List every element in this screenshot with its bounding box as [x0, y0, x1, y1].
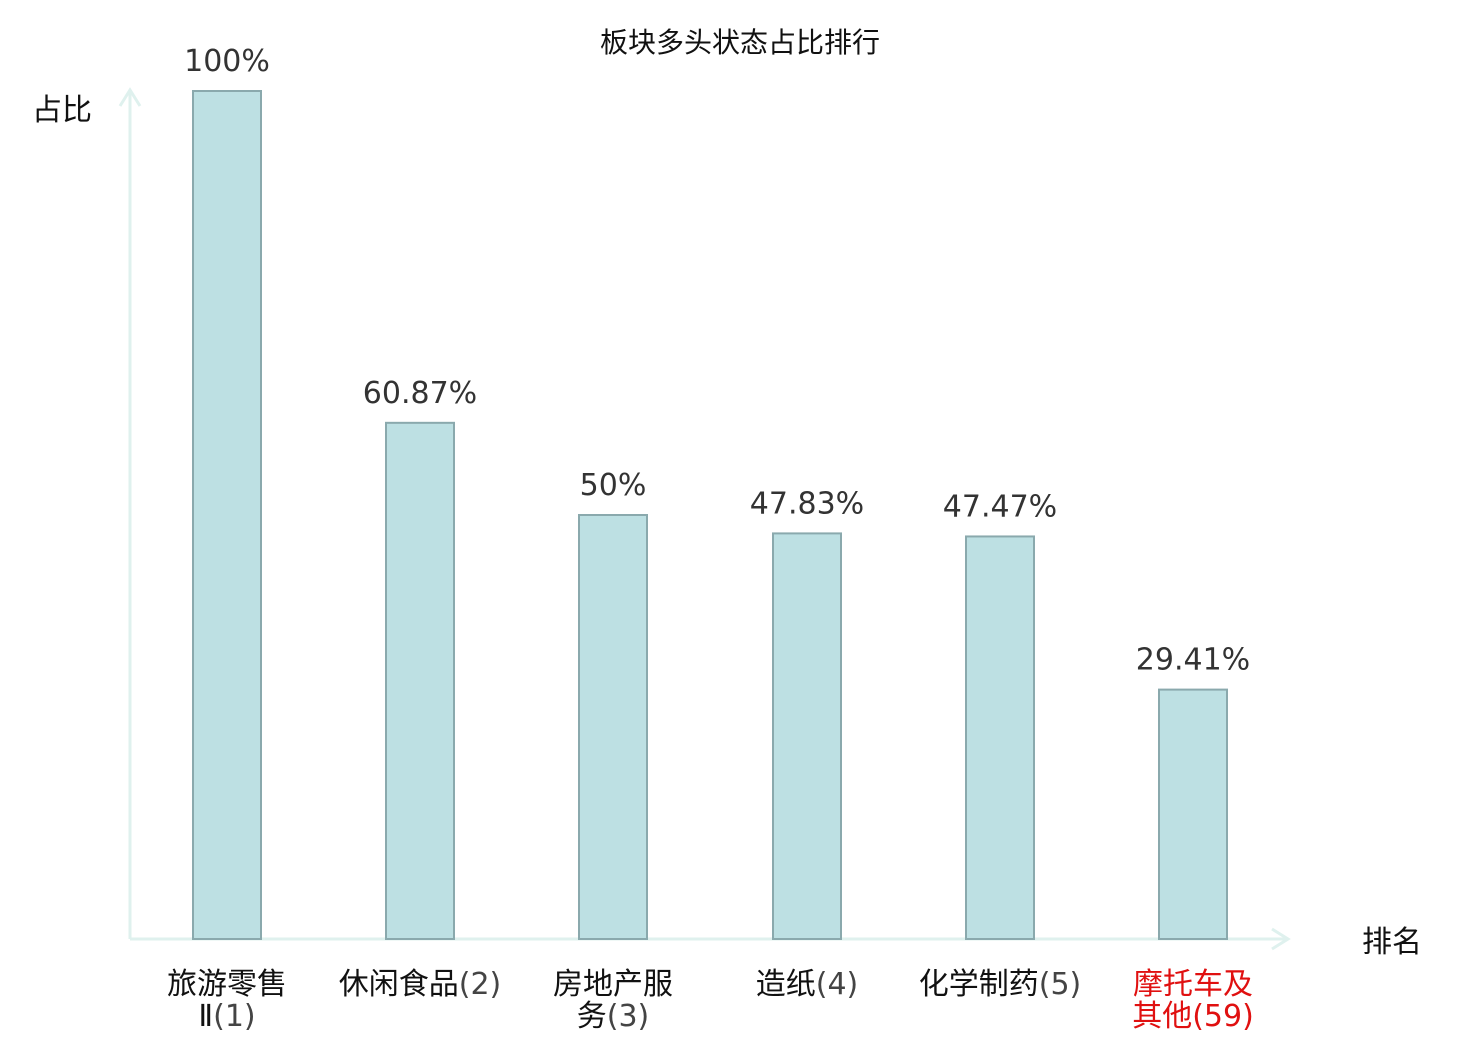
data-label: 47.83%: [750, 486, 864, 521]
value-labels-group: 100% 60.87% 50% 47.83% 47.47% 29.41%: [184, 44, 1250, 678]
bar: [1158, 688, 1228, 941]
data-label: 47.47%: [943, 489, 1057, 524]
x-tick-label: 房地产服务(3): [553, 967, 673, 1034]
data-label: 100%: [184, 44, 270, 79]
chart-title: 板块多头状态占比排行: [600, 26, 880, 59]
x-tick-label: 造纸(4): [756, 967, 859, 1002]
bar: [192, 90, 262, 940]
y-axis-arrow: [118, 87, 142, 107]
data-label: 50%: [580, 468, 647, 503]
x-tick-label: 休闲食品(2): [339, 967, 502, 1002]
x-tick-label: 摩托车及其他(59): [1132, 967, 1254, 1034]
bar: [965, 535, 1035, 940]
category-labels-group: 旅游零售 Ⅱ(1) 休闲食品(2) 房地产服务(3) 造纸(4) 化学制药(5) 摩托车及其…: [167, 967, 1254, 1034]
axes: [118, 87, 1291, 951]
x-axis-arrow: [1271, 927, 1291, 951]
bar: [385, 421, 455, 940]
data-label: 60.87%: [363, 376, 477, 411]
x-tick-label: 化学制药(5): [919, 967, 1082, 1002]
bar: [578, 514, 648, 940]
bar: [772, 532, 842, 940]
bars-group: [192, 90, 1228, 941]
y-axis-label: 占比: [32, 93, 92, 128]
x-axis-label: 排名: [1362, 925, 1422, 960]
x-tick-label: 旅游零售 Ⅱ(1): [167, 967, 287, 1034]
data-label: 29.41%: [1136, 643, 1250, 678]
